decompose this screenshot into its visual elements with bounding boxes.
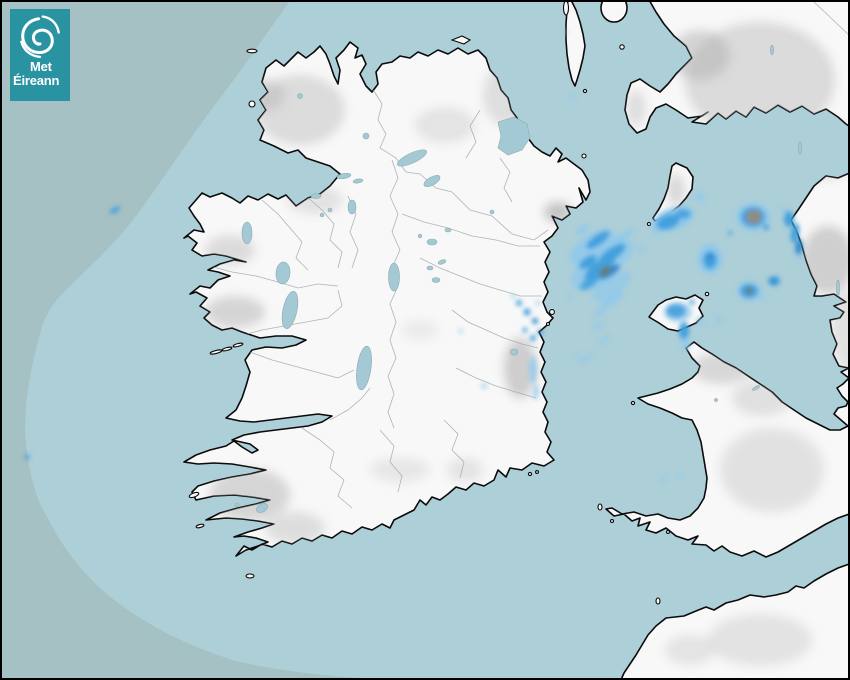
county-boundaries	[209, 0, 850, 509]
logo-text-met: Met	[30, 59, 52, 74]
met-eireann-logo: Met Éireann	[10, 9, 70, 101]
lakes	[234, 44, 840, 513]
hurricane-spiral-icon	[20, 15, 60, 58]
kintyre-peninsula	[565, 0, 586, 87]
logo-text-eireann: Éireann	[13, 72, 60, 88]
logo-wordmark: Met Éireann	[10, 60, 70, 87]
rain-cells	[24, 30, 804, 482]
arran-island	[600, 0, 628, 23]
small-islands	[188, 0, 710, 605]
